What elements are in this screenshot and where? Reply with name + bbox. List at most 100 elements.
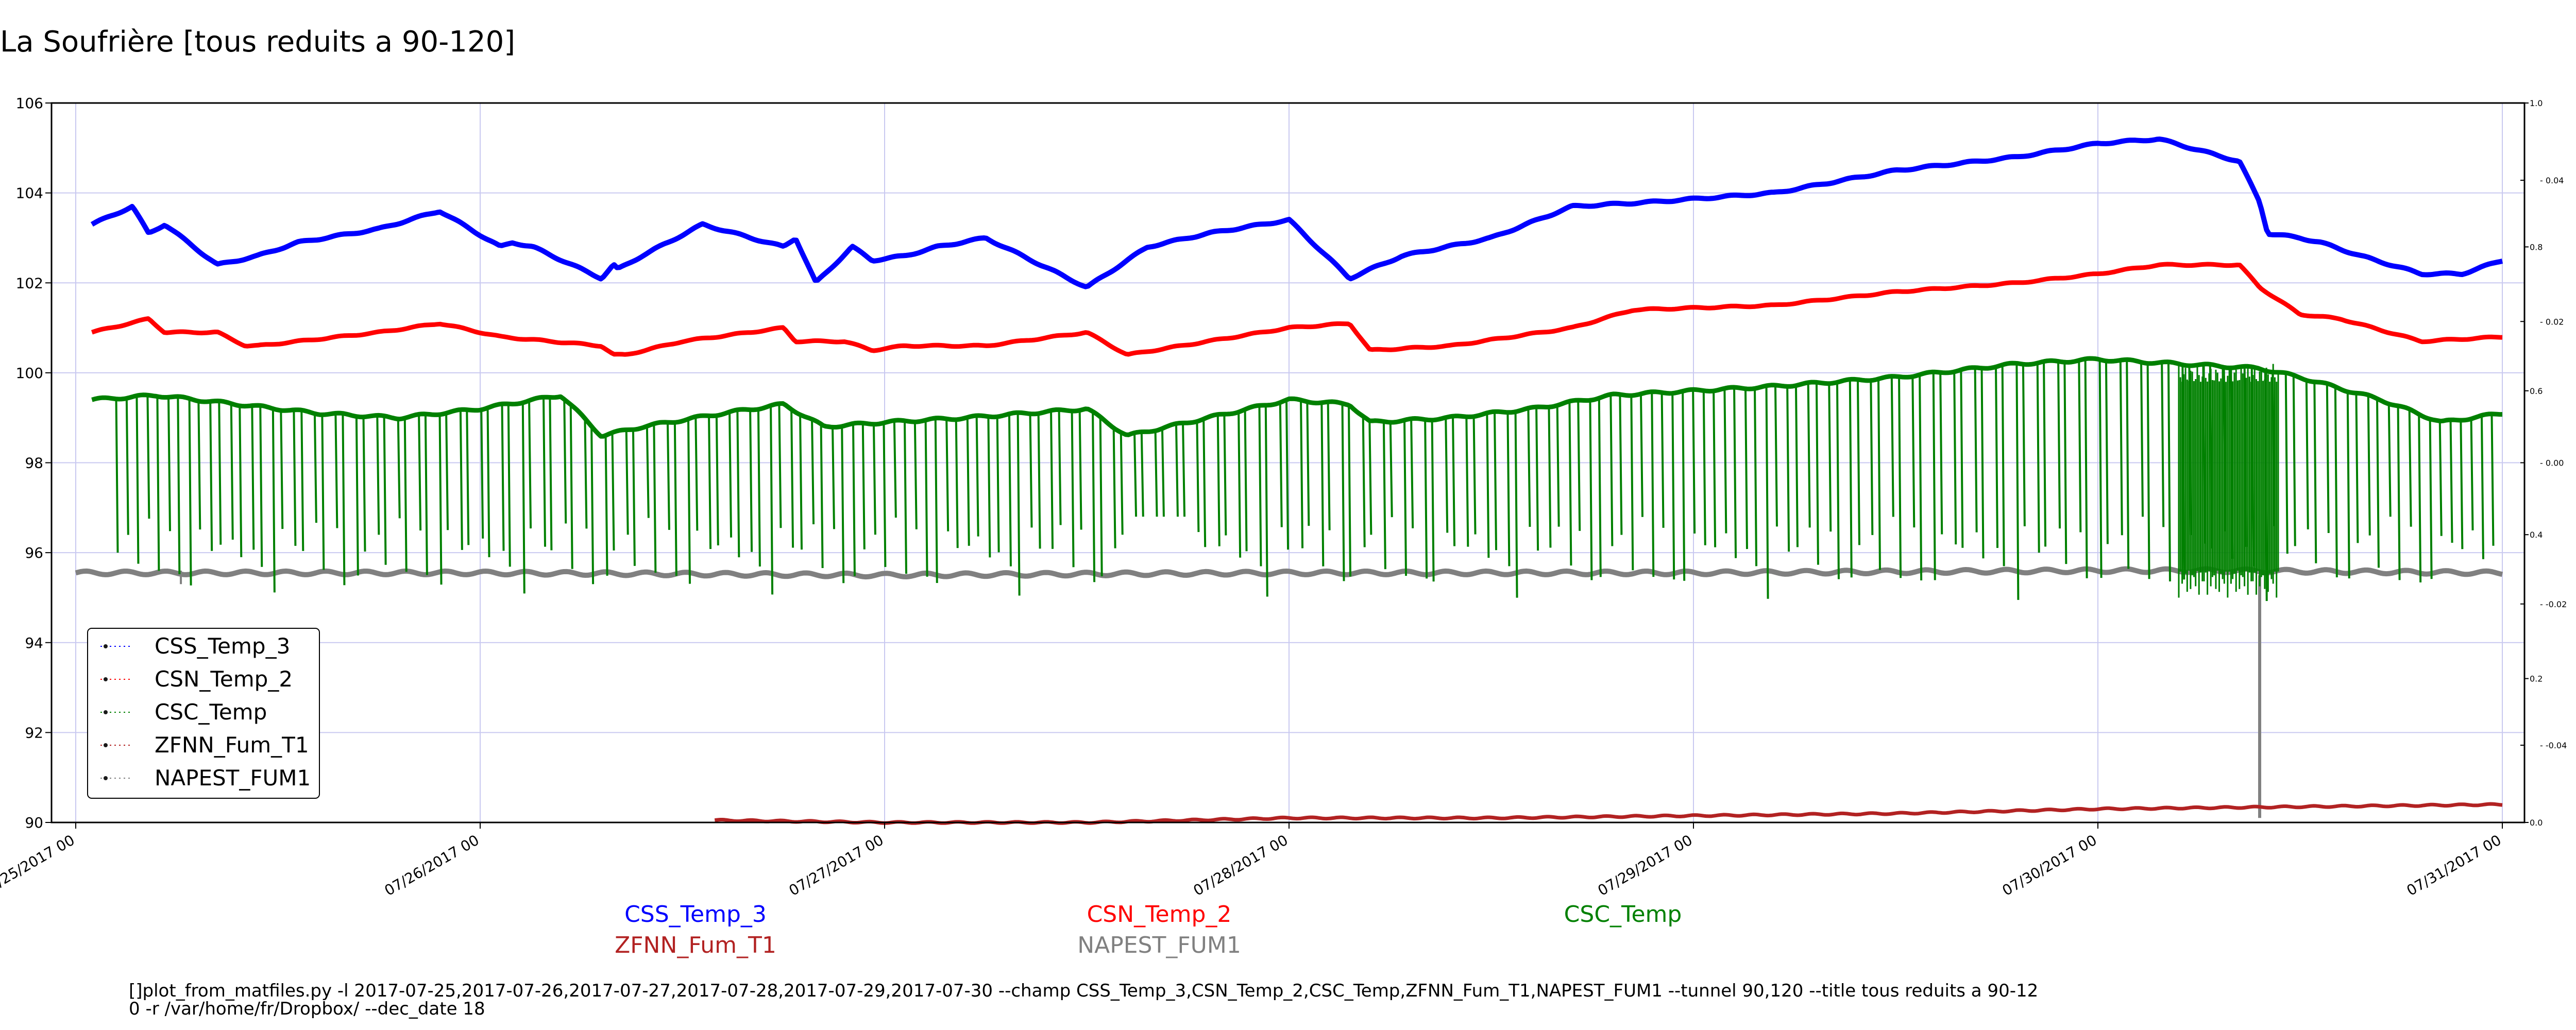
series-dip-CSC_Temp [653,424,657,573]
series-dip-CSC_Temp [1849,381,1853,578]
right-outer-tick-label: 0.6 [2530,386,2543,396]
series-dip-CSC_Temp [1202,419,1207,547]
series-dip-CSC_Temp [2078,360,2082,533]
series-dip-CSC_Temp [1713,389,1717,547]
series-dip-CSC_Temp [2418,414,2422,582]
series-dip-CSC_Temp [955,418,959,548]
series-dip-CSC_Temp [2292,375,2296,546]
series-dip-CSC_Temp [1765,386,1769,599]
series-dip-CSC_Temp [1692,390,1696,534]
series-dip-CSC_Temp [1300,400,1304,548]
series-dip-CSC_Temp [1382,421,1386,570]
x-tick-label: 07/29/2017 00 [1595,831,1696,899]
series-dip-CSC_Temp [2305,379,2309,529]
series-dip-CSC_Temp [646,425,650,518]
bottom-label-csn: CSN_Temp_2 [1087,901,1232,928]
series-dip-CSC_Temp [1577,401,1581,531]
series-dip-CSC_Temp [466,410,470,545]
series-dip-CSC_Temp [1794,384,1799,547]
series-dip-CSC_Temp [1919,374,1923,581]
series-dip-CSC_Temp [2438,421,2443,536]
series-dip-CSC_Temp [1452,417,1456,546]
series-dip-CSC_Temp [903,421,907,574]
y-tick-label: 106 [16,95,43,112]
series-line-ZFNN_Fum_T1 [714,802,2503,825]
series-dip-CSC_Temp [966,417,970,546]
series-dip-CSC_Temp [188,399,192,586]
series-dip-CSC_Temp [811,420,815,525]
series-dip-CSC_Temp [1660,392,1665,528]
series-dip-CSC_Temp [841,425,845,583]
series-dip-CSC_Temp [259,406,263,567]
series-dip-CSC_Temp [1535,408,1539,551]
series-dip-CSC_Temp [1472,415,1477,535]
series-dip-CSC_Temp [2326,385,2330,533]
series-dip-CSC_Temp [1196,420,1200,533]
series-dip-CSC_Temp [604,435,608,576]
command-line-2: 0 -r /var/home/fr/Dropbox/ --dec_date 18 [129,999,485,1019]
y-tick-label: 96 [25,544,43,561]
series-dip-CSC_Temp [799,413,803,550]
series-dip-CSC_Temp [1258,406,1262,566]
series-dip-CSC_Temp [1651,393,1655,577]
series-dip-CSC_Temp [1815,383,1819,565]
series-dip-CSC_Temp [1639,393,1643,517]
series-dip-CSC_Temp [2346,390,2350,579]
series-dip-CSC_Temp [1327,402,1331,530]
series-dip-CSC_Temp [2022,363,2026,526]
series-dip-CSC_Temp [893,421,897,518]
series-dip-CSC_Temp [1836,382,1840,579]
series-dip-CSC_Temp [239,404,243,557]
series-dip-CSC_Temp [321,413,325,570]
series-dip-CSC_Temp [2408,410,2412,527]
legend-label-CSC_Temp: CSC_Temp [155,699,267,725]
series-dip-CSC_Temp [611,433,615,551]
series-dip-CSC_Temp [342,415,346,586]
series-dip-CSC_Temp [2098,359,2103,578]
series-dip-CSC_Temp [1494,413,1498,551]
series-dip-CSC_Temp [2146,362,2150,579]
series-dip-CSC_Temp [2387,402,2392,517]
series-dip-CSC_Temp [1216,415,1221,546]
series-dip-CSC_Temp [1598,397,1602,577]
series-dip-CSC_Temp [424,415,428,575]
plot-area [75,136,2503,825]
series-dip-CSC_Temp [1078,409,1082,530]
series-dip-CSC_Temp [1671,392,1675,580]
series-dip-CSC_Temp [280,409,284,529]
right-outer-tick-label: 0.0 [2530,818,2543,828]
x-tick-label: 07/30/2017 00 [1999,831,2100,899]
series-dip-CSC_Temp [355,415,359,576]
y-tick-label: 92 [25,724,43,741]
series-dip-CSC_Temp [1223,414,1227,536]
series-dip-CSC_Temp [2490,415,2495,546]
y-tick-label: 104 [16,185,43,202]
legend-label-NAPEST_FUM1: NAPEST_FUM1 [155,765,311,791]
legend-box [87,628,320,799]
legend-marker-NAPEST_FUM1 [104,776,108,780]
series-dip-CSC_Temp [1486,414,1490,558]
series-dip-CSC_Temp [362,416,366,552]
x-tick-label: 07/27/2017 00 [786,831,887,899]
series-dip-CSC_Temp [1890,377,1894,517]
series-dip-CSC_Temp [1856,380,1860,545]
series-dip-CSC_Temp [334,414,338,528]
series-dip-CSC_Temp [313,413,317,523]
series-dip-CSC_Temp [2460,419,2464,550]
series-dip-CSC_Temp [1424,419,1428,579]
series-dip-CSC_Temp [300,411,304,551]
legend-label-CSN_Temp_2: CSN_Temp_2 [155,666,293,692]
series-dip-CSC_Temp [2043,362,2047,547]
series-dip-CSC_Temp [996,415,1000,553]
series-dip-CSC_Temp [1702,390,1706,545]
series-dip-CSC_Temp [135,397,140,564]
series-dip-CSC_Temp [1619,394,1623,535]
series-dip-CSC_Temp [156,395,160,571]
legend-marker-CSC_Temp [104,710,108,714]
series-dip-CSC_Temp [1264,405,1268,597]
series-dip-CSC_Temp [1140,432,1144,517]
series-dip-CSC_Temp [1953,370,1957,545]
series-dip-CSC_Temp [1723,389,1727,534]
series-dip-CSC_Temp [1238,411,1242,558]
